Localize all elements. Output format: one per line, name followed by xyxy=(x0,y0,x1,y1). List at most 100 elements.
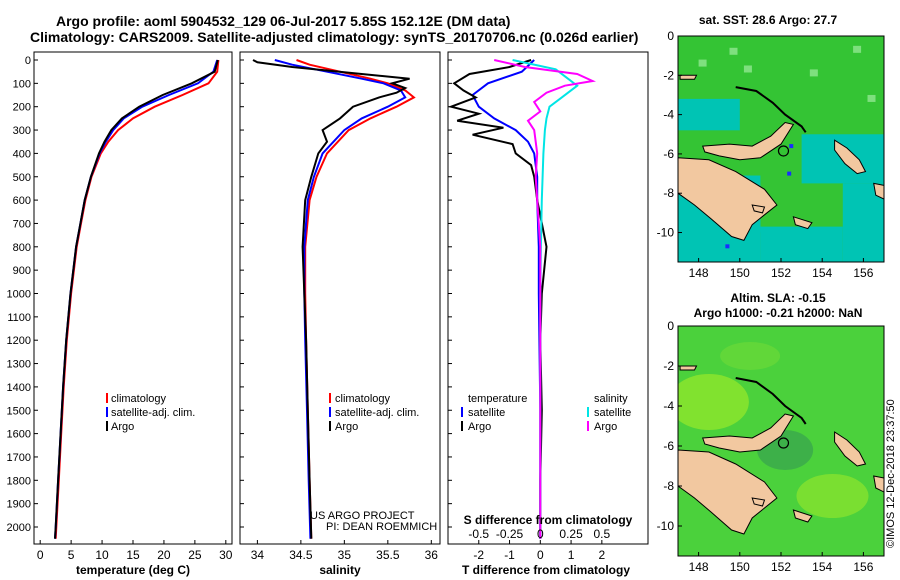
y-tick-label: 300 xyxy=(13,125,31,137)
map-y-tick-label: 0 xyxy=(667,319,674,333)
temperature-axes-box xyxy=(33,51,233,545)
x-tick-label: 20 xyxy=(157,548,171,562)
y-tick-label: 600 xyxy=(13,195,31,207)
new-ireland-island xyxy=(735,377,807,425)
map-x-tick-label: 148 xyxy=(689,266,709,280)
x-tick-label: 2 xyxy=(599,548,606,562)
y-tick-label: 500 xyxy=(13,172,31,184)
y-tick-label: 1400 xyxy=(7,382,31,394)
y-tick-label: 1600 xyxy=(7,429,31,441)
legend-label-sal-argo: Argo xyxy=(594,421,617,433)
x-tick-label: 30 xyxy=(219,548,233,562)
sst-light-cell xyxy=(698,59,707,67)
sst-cyan-region xyxy=(842,183,884,262)
small-islands xyxy=(679,74,698,80)
legend-label-temp-satellite: satellite xyxy=(468,407,505,419)
sst-light-cell xyxy=(853,45,862,53)
map-x-tick-label: 156 xyxy=(853,560,873,574)
bougainville-island xyxy=(834,431,867,467)
argo-position-marker xyxy=(777,437,790,449)
sst-blue-pixel xyxy=(787,171,792,176)
x-tick-label: -2 xyxy=(473,548,484,562)
map-y-tick-label: -4 xyxy=(663,108,674,122)
map-x-tick-label: 148 xyxy=(689,560,709,574)
map-y-tick-label: -6 xyxy=(663,147,674,161)
new-ireland-island xyxy=(735,86,807,133)
sla-high-blob xyxy=(796,474,869,518)
series-line-salinity-argo xyxy=(493,59,596,539)
small-islands xyxy=(751,497,766,507)
small-islands xyxy=(792,509,813,523)
y-tick-label: 1000 xyxy=(7,289,31,301)
map-x-tick-label: 150 xyxy=(730,560,750,574)
series-line-satellite-adj-clim- xyxy=(274,59,407,539)
map-x-tick-label: 156 xyxy=(853,266,873,280)
sst-light-cell xyxy=(729,47,738,55)
salinity-panel: 34 34.5 35 35.5 36 salinity climatology sate… xyxy=(239,51,441,577)
s-diff-tick-label: 0.5 xyxy=(594,527,611,541)
legend-label-satellite: satellite-adj. clim. xyxy=(111,407,195,419)
x-tick-label: 36 xyxy=(425,548,439,562)
salinity-xlabel: salinity xyxy=(319,563,361,577)
y-tick-label: 1300 xyxy=(7,359,31,371)
map-y-tick-label: -10 xyxy=(657,519,675,533)
sla-map-title-2: Argo h1000: -0.21 h2000: NaN xyxy=(694,306,863,320)
temperature-legend: climatology satellite-adj. clim. Argo xyxy=(106,393,195,433)
temperature-xlabel: temperature (deg C) xyxy=(76,563,190,577)
legend-label-satellite: satellite-adj. clim. xyxy=(335,407,419,419)
x-tick-label: 34.5 xyxy=(289,548,313,562)
series-line-climatology xyxy=(54,59,220,539)
difference-xlabel: T difference from climatology xyxy=(462,563,630,577)
x-tick-label: 25 xyxy=(188,548,202,562)
map-x-tick-label: 152 xyxy=(771,560,791,574)
difference-panel: -2 -1 0 1 2 T difference from climatology S … xyxy=(447,51,649,577)
legend-title-salinity: salinity xyxy=(594,393,628,405)
x-tick-label: 5 xyxy=(68,548,75,562)
climatology-title: Climatology: CARS2009. Satellite-adjuste… xyxy=(30,29,639,45)
new-guinea-landmass xyxy=(678,449,778,535)
x-tick-label: 1 xyxy=(568,548,575,562)
x-tick-label: 35 xyxy=(338,548,352,562)
legend-label-argo: Argo xyxy=(111,421,134,433)
sst-light-cell xyxy=(867,94,876,102)
legend-label-climatology: climatology xyxy=(335,393,391,405)
series-line-climatology xyxy=(296,59,416,539)
map-y-tick-label: -6 xyxy=(663,439,674,453)
x-tick-label: 0 xyxy=(37,548,44,562)
y-tick-label: 400 xyxy=(13,148,31,160)
small-islands xyxy=(751,204,766,214)
x-tick-label: 35.5 xyxy=(376,548,400,562)
map-y-tick-label: -8 xyxy=(663,186,674,200)
pi-credit: PI: DEAN ROEMMICH xyxy=(326,521,437,533)
y-tick-label: 1800 xyxy=(7,475,31,487)
small-islands xyxy=(792,216,813,230)
temperature-panel: 0100200300400500600700800900100011001200… xyxy=(7,51,233,577)
solomon-islands xyxy=(873,475,884,493)
y-tick-label: 0 xyxy=(25,55,31,67)
y-tick-label: 1900 xyxy=(7,499,31,511)
y-tick-label: 1700 xyxy=(7,452,31,464)
x-tick-label: 15 xyxy=(126,548,140,562)
sst-cyan-region xyxy=(760,226,843,262)
legend-label-temp-argo: Argo xyxy=(468,421,491,433)
imos-credit: ©IMOS 12-Dec-2018 23:37:50 xyxy=(885,399,897,548)
new-guinea-landmass xyxy=(678,157,778,242)
y-tick-label: 2000 xyxy=(7,522,31,534)
series-line-argo xyxy=(54,59,219,539)
map-x-tick-label: 154 xyxy=(812,560,832,574)
map-y-tick-label: -10 xyxy=(657,226,675,240)
series-line-temperature-satellite xyxy=(471,59,542,539)
y-tick-label: 700 xyxy=(13,218,31,230)
bougainville-island xyxy=(834,139,867,175)
legend-label-climatology: climatology xyxy=(111,393,167,405)
y-tick-label: 1500 xyxy=(7,405,31,417)
new-britain-island xyxy=(702,121,795,161)
map-y-tick-label: -4 xyxy=(663,399,674,413)
s-difference-label: S difference from climatology xyxy=(464,513,633,527)
sst-cyan-region xyxy=(678,98,740,131)
sla-map-title-1: Altim. SLA: -0.15 xyxy=(730,291,826,305)
x-tick-label: 34 xyxy=(251,548,265,562)
difference-legend: temperature satellite Argo salinity sate… xyxy=(461,393,631,433)
map-y-tick-label: -2 xyxy=(663,68,674,82)
